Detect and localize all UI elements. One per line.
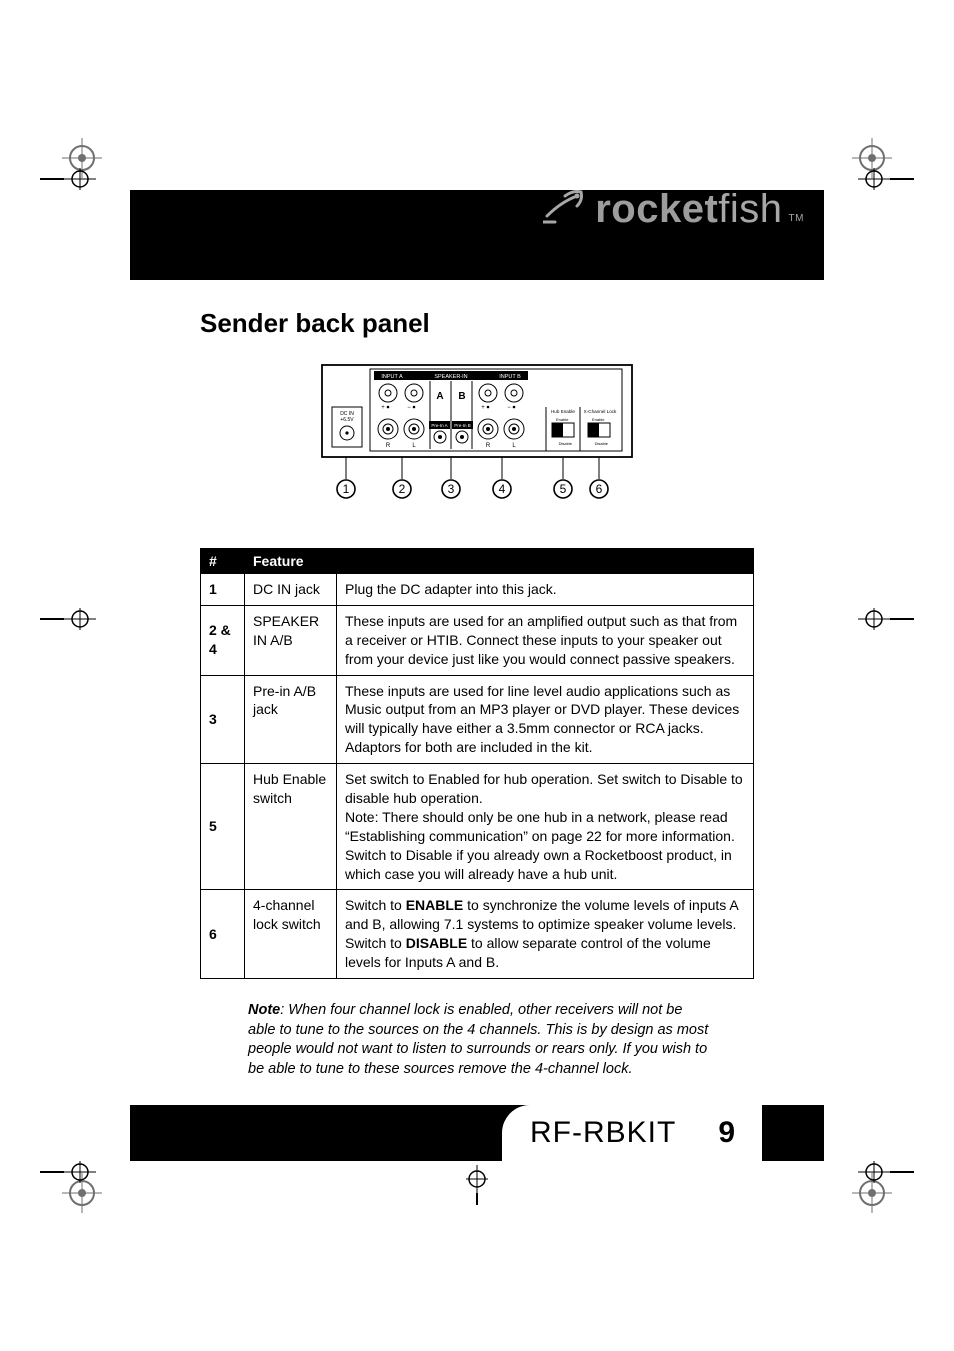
cell-feature: Pre-in A/B jack bbox=[245, 675, 337, 764]
crop-mark bbox=[858, 1161, 914, 1183]
feature-table: # Feature 1DC IN jackPlug the DC adapter… bbox=[200, 548, 754, 979]
svg-text:Disable: Disable bbox=[559, 441, 573, 446]
svg-text:5: 5 bbox=[560, 482, 567, 496]
crop-mark bbox=[466, 1165, 488, 1205]
cell-desc: Set switch to Enabled for hub operation.… bbox=[337, 764, 754, 890]
logo: rocketfish TM bbox=[543, 182, 804, 232]
note-text: : When four channel lock is enabled, oth… bbox=[248, 1002, 708, 1077]
footer-bar: RF-RBKIT 9 bbox=[130, 1105, 824, 1161]
crop-mark bbox=[858, 608, 914, 630]
svg-text:4: 4 bbox=[499, 482, 506, 496]
svg-text:Enable: Enable bbox=[556, 417, 569, 422]
cell-desc: These inputs are used for line level aud… bbox=[337, 675, 754, 764]
footer-page: 9 bbox=[718, 1116, 735, 1150]
table-row: 5Hub Enable switchSet switch to Enabled … bbox=[201, 764, 754, 890]
svg-text:+: + bbox=[481, 405, 485, 411]
svg-text:Enable: Enable bbox=[592, 417, 605, 422]
svg-text:6: 6 bbox=[596, 482, 603, 496]
cell-num: 1 bbox=[201, 574, 245, 606]
cell-feature: DC IN jack bbox=[245, 574, 337, 606]
svg-text:Disable: Disable bbox=[595, 441, 609, 446]
svg-text:L: L bbox=[412, 443, 416, 449]
crop-mark bbox=[40, 168, 96, 190]
cell-num: 2 & 4 bbox=[201, 605, 245, 675]
cell-num: 5 bbox=[201, 764, 245, 890]
logo-text: rocketfish bbox=[595, 187, 782, 232]
section-title: Sender back panel bbox=[200, 308, 754, 339]
cell-feature: SPEAKER IN A/B bbox=[245, 605, 337, 675]
cell-desc: Plug the DC adapter into this jack. bbox=[337, 574, 754, 606]
table-row: 1DC IN jackPlug the DC adapter into this… bbox=[201, 574, 754, 606]
cell-num: 6 bbox=[201, 890, 245, 979]
cell-num: 3 bbox=[201, 675, 245, 764]
svg-text:−: − bbox=[507, 405, 511, 411]
logo-icon bbox=[543, 182, 591, 226]
svg-text:−: − bbox=[407, 405, 411, 411]
table-row: 2 & 4SPEAKER IN A/BThese inputs are used… bbox=[201, 605, 754, 675]
svg-text:L: L bbox=[512, 443, 516, 449]
crop-mark bbox=[40, 608, 96, 630]
cell-feature: 4-channel lock switch bbox=[245, 890, 337, 979]
crop-mark bbox=[40, 1161, 96, 1183]
svg-text:+6.5V: +6.5V bbox=[340, 417, 354, 423]
svg-text:B: B bbox=[458, 391, 465, 402]
header-bar: rocketfish TM bbox=[130, 190, 824, 280]
cell-desc: Switch to ENABLE to synchronize the volu… bbox=[337, 890, 754, 979]
svg-text:3: 3 bbox=[448, 482, 455, 496]
svg-text:Hub Enable: Hub Enable bbox=[551, 409, 575, 414]
svg-text:INPUT B: INPUT B bbox=[499, 374, 521, 380]
table-row: 3Pre-in A/B jackThese inputs are used fo… bbox=[201, 675, 754, 764]
svg-text:Pre-In B: Pre-In B bbox=[454, 423, 471, 428]
footer-tab: RF-RBKIT 9 bbox=[502, 1105, 762, 1161]
svg-text:+: + bbox=[381, 405, 385, 411]
footer-model: RF-RBKIT bbox=[530, 1116, 676, 1150]
col-num: # bbox=[201, 549, 245, 574]
svg-text:2: 2 bbox=[399, 482, 406, 496]
page-content: rocketfish TM Sender back panel DC IN +6… bbox=[130, 190, 824, 1161]
svg-text:R: R bbox=[386, 443, 391, 449]
svg-text:A: A bbox=[436, 391, 443, 402]
col-desc bbox=[337, 549, 754, 574]
crop-mark bbox=[858, 168, 914, 190]
table-header-row: # Feature bbox=[201, 549, 754, 574]
svg-text:SPEAKER-IN: SPEAKER-IN bbox=[434, 374, 467, 380]
svg-text:X-Channel Lock: X-Channel Lock bbox=[584, 409, 617, 414]
svg-text:Pre-In A: Pre-In A bbox=[431, 423, 447, 428]
note-label: Note bbox=[248, 1002, 280, 1018]
col-feature: Feature bbox=[245, 549, 337, 574]
cell-feature: Hub Enable switch bbox=[245, 764, 337, 890]
back-panel-diagram: DC IN +6.5V INPUT A SPEAKER-IN INPUT B bbox=[200, 361, 754, 512]
table-row: 64-channel lock switchSwitch to ENABLE t… bbox=[201, 890, 754, 979]
svg-text:R: R bbox=[486, 443, 491, 449]
cell-desc: These inputs are used for an amplified o… bbox=[337, 605, 754, 675]
note-block: Note: When four channel lock is enabled,… bbox=[200, 1001, 754, 1079]
svg-text:1: 1 bbox=[343, 482, 350, 496]
logo-tm: TM bbox=[789, 213, 804, 224]
svg-text:INPUT A: INPUT A bbox=[381, 374, 403, 380]
